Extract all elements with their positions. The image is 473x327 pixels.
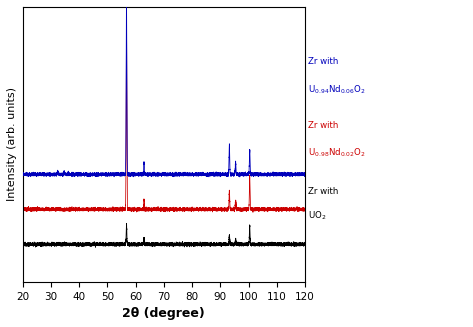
Text: Zr with: Zr with bbox=[308, 121, 338, 129]
Text: U$_{0.98}$Nd$_{0.02}$O$_2$: U$_{0.98}$Nd$_{0.02}$O$_2$ bbox=[308, 146, 366, 159]
Text: U$_{0.94}$Nd$_{0.06}$O$_2$: U$_{0.94}$Nd$_{0.06}$O$_2$ bbox=[308, 83, 366, 95]
Text: UO$_2$: UO$_2$ bbox=[308, 210, 326, 222]
Text: Zr with: Zr with bbox=[308, 58, 338, 66]
X-axis label: 2θ (degree): 2θ (degree) bbox=[123, 307, 205, 320]
Text: Zr with: Zr with bbox=[308, 187, 338, 196]
Y-axis label: Intensity (arb. units): Intensity (arb. units) bbox=[7, 87, 17, 201]
